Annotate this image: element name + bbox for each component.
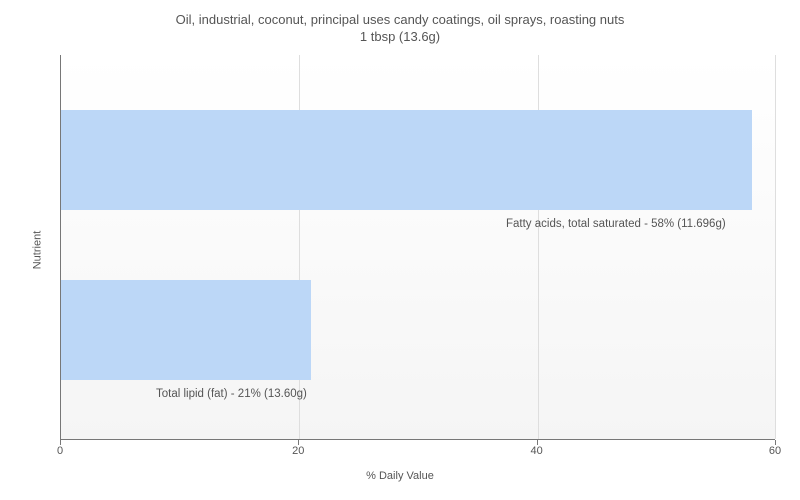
gridline (775, 55, 776, 439)
xtick-label: 60 (769, 445, 781, 457)
bar-label-total-lipid: Total lipid (fat) - 21% (13.60g) (156, 388, 307, 400)
bar-saturated-fat (61, 110, 752, 210)
xtick-label: 40 (530, 445, 542, 457)
xtick-label: 20 (292, 445, 304, 457)
chart-title-line1: Oil, industrial, coconut, principal uses… (0, 12, 800, 29)
chart-title: Oil, industrial, coconut, principal uses… (0, 12, 800, 46)
y-axis-label: Nutrient (31, 231, 43, 270)
plot-area: Fatty acids, total saturated - 58% (11.6… (60, 55, 775, 440)
chart-title-line2: 1 tbsp (13.6g) (0, 29, 800, 46)
chart-container: Oil, industrial, coconut, principal uses… (0, 0, 800, 500)
bar-label-saturated-fat: Fatty acids, total saturated - 58% (11.6… (506, 218, 726, 230)
bar-total-lipid (61, 280, 311, 380)
xtick-label: 0 (57, 445, 63, 457)
x-axis-label: % Daily Value (0, 470, 800, 482)
